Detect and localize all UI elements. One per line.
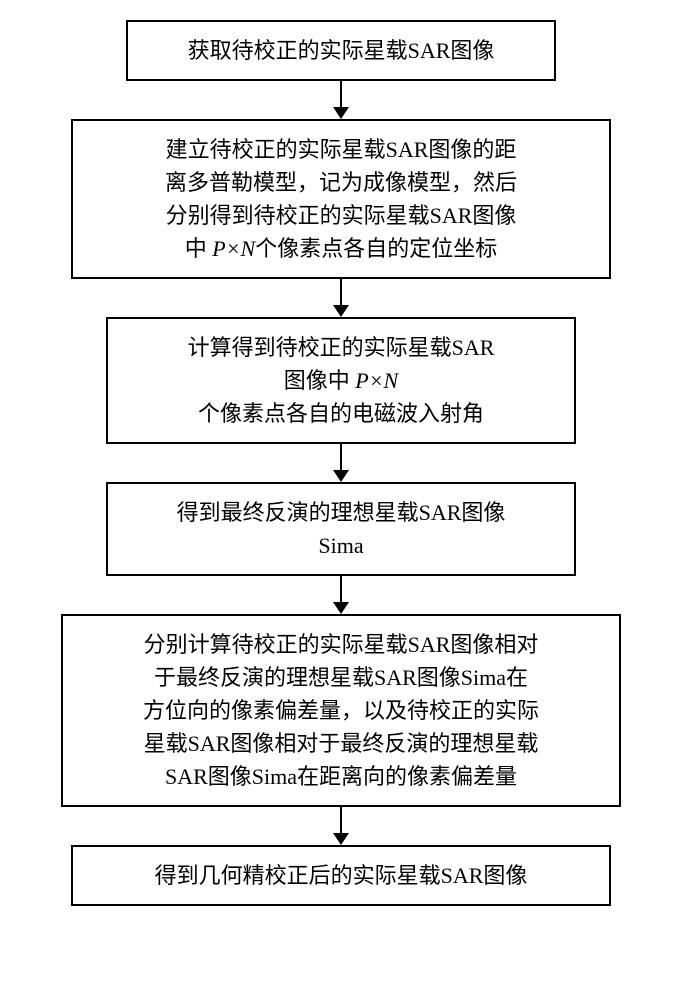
- flowchart-container: 获取待校正的实际星载SAR图像 建立待校正的实际星载SAR图像的距 离多普勒模型…: [61, 20, 621, 906]
- arrow-head-icon: [333, 602, 349, 614]
- step5-line5: SAR图像Sima在距离向的像素偏差量: [165, 764, 517, 789]
- step4-line2: Sima: [318, 533, 363, 558]
- arrow-line: [340, 807, 342, 833]
- arrow-5: [333, 807, 349, 845]
- step5-line4: 星载SAR图像相对于最终反演的理想星载: [144, 731, 539, 756]
- arrow-head-icon: [333, 833, 349, 845]
- step5-line3: 方位向的像素偏差量，以及待校正的实际: [143, 698, 539, 723]
- step3-line1: 计算得到待校正的实际星载SAR: [188, 335, 495, 360]
- step3-last: 个像素点各自的电磁波入射角: [198, 401, 484, 426]
- arrow-4: [333, 576, 349, 614]
- step1-text: 获取待校正的实际星载SAR图像: [188, 38, 495, 63]
- step2-line3: 分别得到待校正的实际星载SAR图像: [166, 203, 517, 228]
- arrow-2: [333, 279, 349, 317]
- step2-suffix: 个像素点各自的定位坐标: [255, 236, 497, 261]
- step3-formula: P×N: [355, 368, 398, 393]
- step6-text: 得到几何精校正后的实际星载SAR图像: [155, 863, 528, 888]
- arrow-head-icon: [333, 305, 349, 317]
- step2-prefix: 中: [185, 236, 213, 261]
- flow-step-4: 得到最终反演的理想星载SAR图像 Sima: [106, 482, 576, 576]
- step2-line1: 建立待校正的实际星载SAR图像的距: [166, 137, 517, 162]
- step2-line2: 离多普勒模型，记为成像模型，然后: [165, 170, 517, 195]
- flow-step-6: 得到几何精校正后的实际星载SAR图像: [71, 845, 611, 906]
- arrow-1: [333, 81, 349, 119]
- flow-step-1: 获取待校正的实际星载SAR图像: [126, 20, 556, 81]
- flow-step-5: 分别计算待校正的实际星载SAR图像相对 于最终反演的理想星载SAR图像Sima在…: [61, 614, 621, 807]
- arrow-line: [340, 444, 342, 470]
- step3-prefix: 图像中: [284, 368, 356, 393]
- arrow-head-icon: [333, 470, 349, 482]
- arrow-3: [333, 444, 349, 482]
- step5-line1: 分别计算待校正的实际星载SAR图像相对: [144, 632, 539, 657]
- arrow-line: [340, 279, 342, 305]
- arrow-line: [340, 81, 342, 107]
- step4-line1: 得到最终反演的理想星载SAR图像: [177, 500, 506, 525]
- arrow-head-icon: [333, 107, 349, 119]
- step2-formula: P×N: [212, 236, 255, 261]
- flow-step-2: 建立待校正的实际星载SAR图像的距 离多普勒模型，记为成像模型，然后 分别得到待…: [71, 119, 611, 279]
- arrow-line: [340, 576, 342, 602]
- step5-line2: 于最终反演的理想星载SAR图像Sima在: [154, 665, 528, 690]
- flow-step-3: 计算得到待校正的实际星载SAR 图像中 P×N 个像素点各自的电磁波入射角: [106, 317, 576, 444]
